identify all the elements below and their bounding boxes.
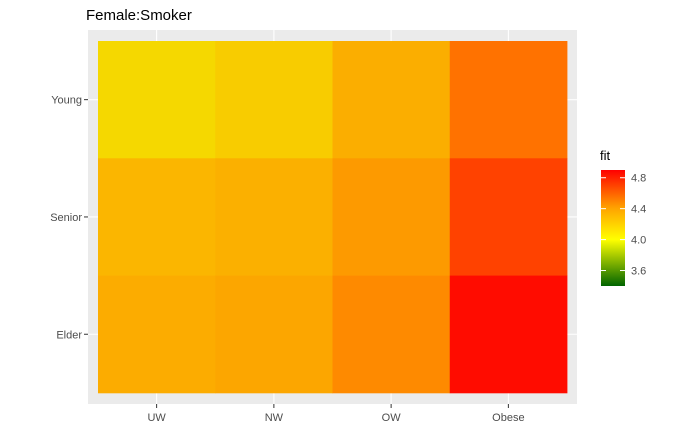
legend: fit 3.6 4.0 4.4 4.8: [600, 148, 646, 286]
heatmap-cell-young-nw: [215, 41, 333, 159]
heatmap-cell-elder-nw: [215, 275, 333, 394]
heatmap-cell-senior-uw: [98, 158, 216, 276]
x-tick-label: NW: [265, 412, 284, 424]
legend-tick-label: 4.8: [631, 173, 646, 185]
x-axis: UW NW OW Obese: [147, 404, 525, 424]
legend-tick-label: 3.6: [631, 266, 646, 278]
heatmap-cell-senior-ow: [332, 158, 451, 276]
x-tick-label: Obese: [492, 412, 524, 424]
heatmap-cell-young-obese: [449, 41, 568, 159]
y-tick-label: Senior: [50, 212, 82, 224]
x-tick-label: OW: [382, 412, 402, 424]
heatmap-cell-elder-ow: [332, 275, 451, 394]
legend-tick-label: 4.4: [631, 204, 646, 216]
heatmap-cells: [98, 41, 568, 394]
legend-tick-label: 4.0: [631, 235, 646, 247]
heatmap-cell-young-uw: [98, 41, 216, 159]
legend-title: fit: [600, 148, 611, 163]
legend-colorbar: [601, 170, 625, 286]
heatmap-cell-elder-uw: [98, 275, 216, 394]
heatmap-cell-young-ow: [332, 41, 451, 159]
x-tick-label: UW: [147, 412, 166, 424]
heatmap-cell-senior-nw: [215, 158, 333, 276]
heatmap-cell-elder-obese: [449, 275, 568, 394]
heatmap-cell-senior-obese: [449, 158, 568, 276]
chart-title: Female:Smoker: [86, 7, 192, 24]
y-axis: Young Senior Elder: [50, 95, 88, 341]
y-tick-label: Young: [51, 95, 82, 107]
y-tick-label: Elder: [56, 329, 82, 341]
